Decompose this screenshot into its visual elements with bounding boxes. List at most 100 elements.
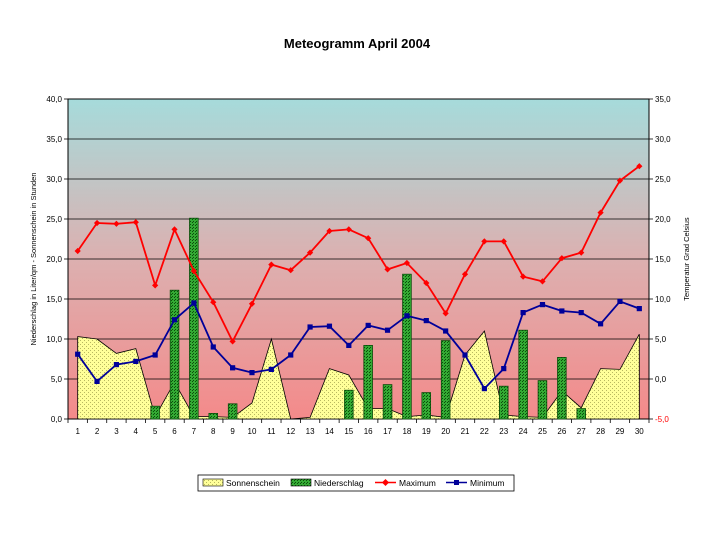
- right-axis-label: Temperatur Grad Celsius: [682, 217, 691, 301]
- left-axis-ticks: 0,0 5,0 10,0 15,0 20,0 25,0 30,0 35,0 40,0: [46, 95, 68, 424]
- x-tick-label: 11: [267, 427, 276, 436]
- x-tick-label: 21: [461, 427, 470, 436]
- minimum-point: [307, 324, 313, 330]
- right-tick-label: 5,0: [655, 335, 667, 344]
- left-tick-label: 5,0: [51, 375, 63, 384]
- minimum-point: [423, 318, 429, 324]
- precipitation-bar: [402, 273, 412, 420]
- legend-swatch-sunshine: [202, 478, 224, 487]
- legend-label-sunshine: Sonnenschein: [226, 478, 280, 488]
- minimum-point: [152, 352, 158, 358]
- minimum-point: [288, 352, 294, 358]
- x-tick-label: 19: [422, 427, 431, 436]
- line-minimum: [76, 300, 640, 391]
- x-tick-label: 23: [499, 427, 508, 436]
- precipitation-bars-group: [150, 217, 587, 420]
- precipitation-bar: [227, 403, 238, 420]
- left-tick-label: 10,0: [46, 335, 62, 344]
- right-tick-label: 35,0: [655, 95, 671, 104]
- precipitation-bar: [363, 344, 373, 420]
- x-tick-label: 14: [325, 427, 334, 436]
- minimum-point: [249, 370, 255, 376]
- minimum-point: [346, 342, 352, 348]
- minimum-point: [133, 358, 139, 364]
- maximum-point: [306, 249, 314, 256]
- left-tick-label: 35,0: [46, 135, 62, 144]
- minimum-point: [636, 306, 642, 312]
- maximum-point: [442, 310, 449, 317]
- precipitation-bar: [537, 380, 548, 420]
- minimum-point: [578, 310, 584, 316]
- minimum-point: [539, 302, 546, 308]
- maximum-point: [403, 259, 411, 267]
- maximum-point: [113, 220, 120, 227]
- minimum-point: [597, 321, 604, 327]
- precipitation-bar: [382, 384, 393, 420]
- minimum-point: [559, 308, 565, 314]
- x-tick-label: 15: [344, 427, 353, 436]
- maximum-point: [171, 226, 178, 233]
- precipitation-bar: [498, 385, 509, 420]
- left-axis-label: Niederschlag in Liter/qm - Sonnenschein …: [29, 172, 38, 345]
- x-tick-label: 9: [230, 427, 235, 436]
- maximum-point: [268, 261, 275, 268]
- x-tick-label: 2: [95, 427, 100, 436]
- precipitation-bar: [189, 217, 199, 420]
- minimum-point: [113, 362, 120, 368]
- precipitation-bar: [518, 329, 528, 420]
- minimum-point: [520, 310, 526, 316]
- x-tick-label: 27: [577, 427, 586, 436]
- right-tick-label: 15,0: [655, 255, 671, 264]
- precipitation-bar: [557, 356, 567, 420]
- x-tick-label: 29: [615, 427, 624, 436]
- minimum-point: [326, 323, 333, 329]
- minimum-point: [384, 327, 391, 333]
- precipitation-bar: [150, 405, 160, 420]
- x-tick-label: 25: [538, 427, 547, 436]
- left-tick-label: 20,0: [46, 255, 62, 264]
- temperature-lines-group: [74, 163, 643, 392]
- minimum-point: [443, 328, 449, 334]
- minimum-point: [171, 317, 178, 323]
- x-tick-label: 17: [383, 427, 392, 436]
- right-tick-label: 10,0: [655, 295, 671, 304]
- precipitation-bar: [440, 340, 451, 420]
- x-tick-label: 3: [114, 427, 119, 436]
- x-tick-label: 22: [480, 427, 489, 436]
- x-tick-label: 28: [596, 427, 605, 436]
- right-tick-label: 30,0: [655, 135, 671, 144]
- maximum-point: [423, 279, 430, 287]
- minimum-point: [481, 386, 487, 392]
- minimum-point: [404, 313, 410, 319]
- minimum-point: [365, 322, 371, 328]
- x-tick-label: 13: [306, 427, 315, 436]
- x-tick-label: 30: [635, 427, 644, 436]
- x-tick-label: 7: [192, 427, 197, 436]
- right-tick-label: 0,0: [655, 375, 667, 384]
- legend-marker-minimum: [454, 480, 459, 485]
- minimum-point: [210, 344, 216, 350]
- right-axis-ticks: -5,0 0,0 5,0 10,0 15,0 20,0 25,0 30,0 35,0: [649, 95, 671, 424]
- legend: Sonnenschein Niederschlag Maximum Minimu…: [197, 474, 515, 492]
- legend-label-precipitation: Niederschlag: [314, 478, 364, 488]
- x-tick-label: 6: [172, 427, 177, 436]
- legend-label-minimum: Minimum: [470, 478, 504, 488]
- x-axis-ticks: 1 2 3 4 5 6 7 8 9 10 11 12 13 14 15 16 17 18 19 20 21 22 23 24 2…: [67, 419, 650, 436]
- maximum-point: [384, 266, 391, 273]
- left-tick-label: 40,0: [46, 95, 62, 104]
- maximum-point: [461, 271, 469, 278]
- x-tick-label: 8: [211, 427, 216, 436]
- left-tick-label: 30,0: [46, 175, 62, 184]
- minimum-point: [617, 298, 623, 304]
- right-tick-label: 20,0: [655, 215, 671, 224]
- chart-title: Meteogramm April 2004: [284, 36, 431, 51]
- precipitation-bar: [169, 289, 180, 420]
- precipitation-bar: [208, 412, 218, 420]
- left-tick-label: 0,0: [51, 415, 63, 424]
- right-tick-label: -5,0: [655, 415, 669, 424]
- maximum-point: [93, 219, 101, 227]
- maximum-point: [287, 267, 294, 274]
- legend-label-maximum: Maximum: [399, 478, 436, 488]
- x-tick-label: 20: [441, 427, 450, 436]
- minimum-point: [230, 365, 236, 371]
